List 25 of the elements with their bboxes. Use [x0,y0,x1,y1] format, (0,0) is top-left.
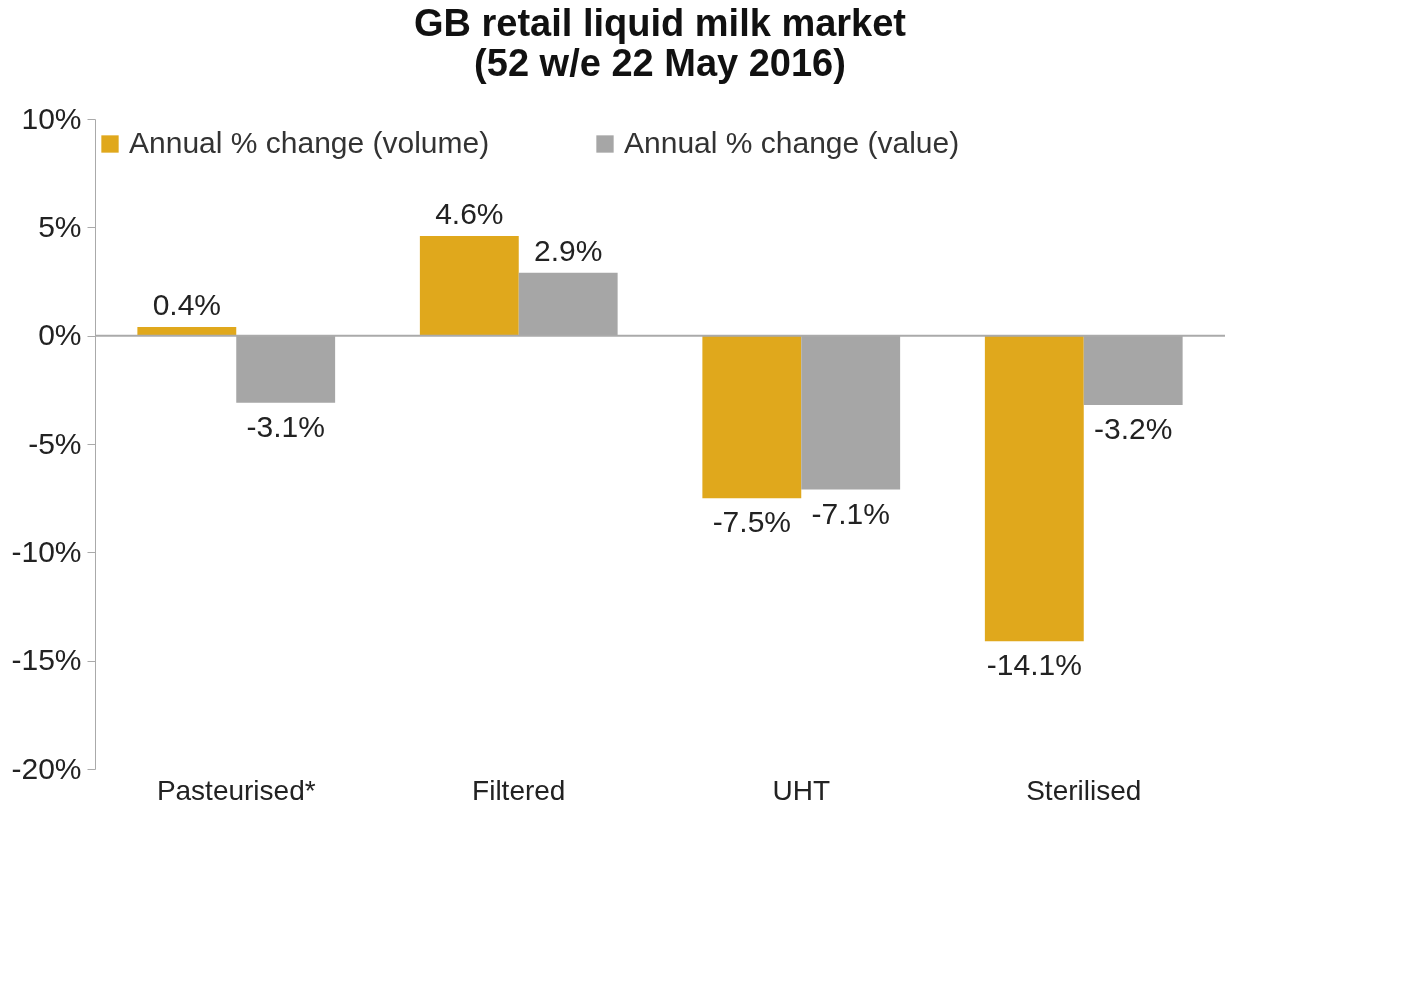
data-label: -3.2% [1094,412,1173,445]
x-tick-label: Sterilised [1026,774,1142,806]
data-label: 2.9% [533,233,603,267]
data-label: -14.1% [986,648,1082,682]
y-tick-label: -20% [11,751,82,785]
data-label: 0.4% [152,288,222,321]
bar [702,335,802,499]
data-label: -7.1% [811,496,890,530]
y-tick-label: 5% [38,209,82,243]
x-tick-label: Pasteurised* [156,774,316,806]
legend-label: Annual % change (volume) [129,126,490,159]
y-tick-label: -10% [11,534,82,568]
y-tick-label: 10% [21,101,82,135]
bar [419,236,519,336]
y-tick-label: -5% [28,426,82,460]
data-label: -7.5% [712,505,791,539]
x-tick-label: UHT [772,774,831,806]
chart-title: GB retail liquid milk market (52 w/e 22 May 2016) [413,2,907,84]
data-label: 4.6% [435,197,504,230]
y-tick-label: -15% [11,643,82,677]
x-tick-label: Filtered [472,774,566,806]
data-label: -3.1% [246,409,325,443]
y-tick-label: 0% [38,318,82,352]
legend-label: Annual % change (value) [624,126,960,159]
bar [984,335,1084,642]
